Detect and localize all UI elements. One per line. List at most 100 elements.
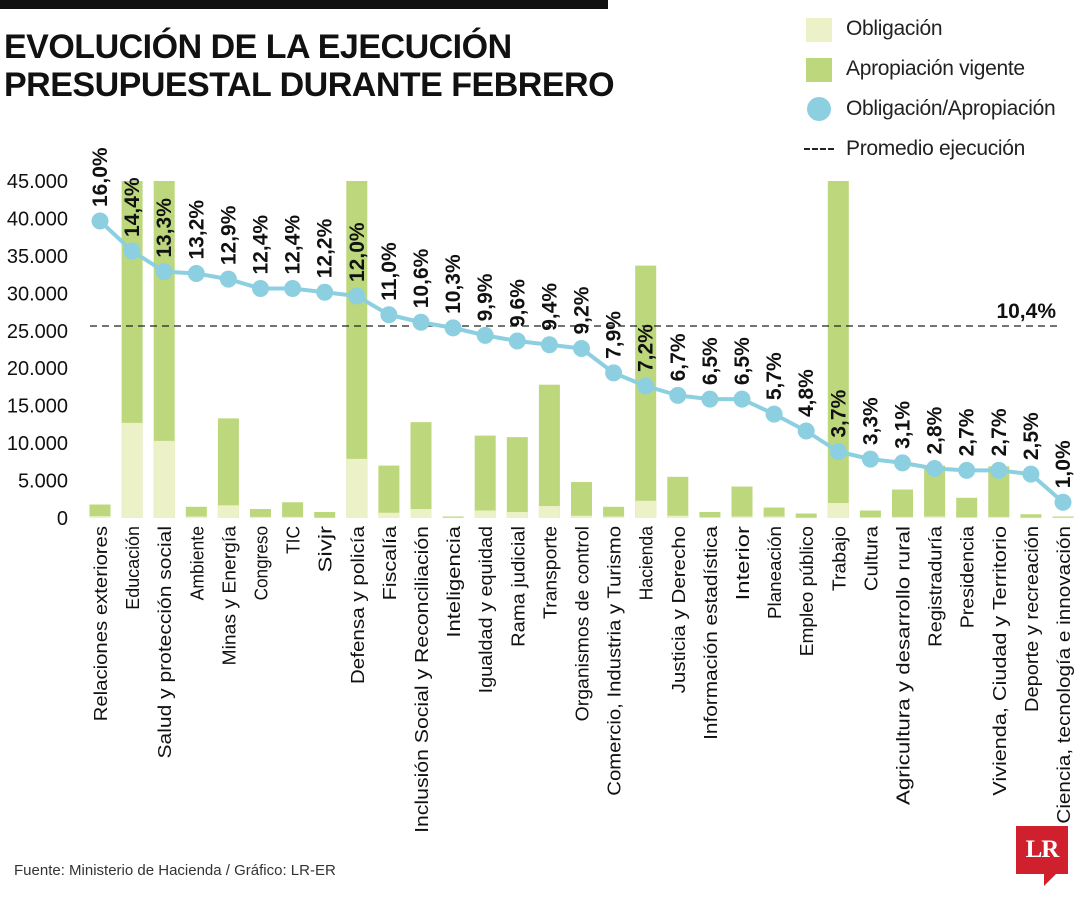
category-label: Organismos de control xyxy=(573,526,593,721)
bar-apropiacion xyxy=(924,465,946,518)
bar-apropiacion xyxy=(185,506,207,518)
bar-obligacion xyxy=(89,516,111,518)
bar-obligacion xyxy=(185,516,207,518)
chart-title: EVOLUCIÓN DE LA EJECUCIÓN PRESUPUESTAL D… xyxy=(4,28,615,104)
ratio-point xyxy=(380,306,398,324)
category-label: Minas y Energía xyxy=(219,525,239,666)
ratio-point xyxy=(637,377,655,395)
y-tick-label: 20.000 xyxy=(7,358,68,380)
category-label: Defensa y policía xyxy=(348,525,368,684)
bar-apropiacion xyxy=(442,516,464,518)
ratio-label: 9,6% xyxy=(506,279,529,327)
category-label: Hacienda xyxy=(637,525,657,600)
legend-item-ratio: Obligación/Apropiación xyxy=(800,94,1070,124)
bar-obligacion xyxy=(763,516,785,518)
y-tick-label: 5.000 xyxy=(18,471,68,493)
bar-apropiacion xyxy=(89,504,111,518)
ratio-point xyxy=(187,265,205,282)
bar-obligacion xyxy=(217,505,239,518)
ratio-point xyxy=(1022,465,1040,483)
category-label: Interior xyxy=(733,526,753,600)
category-label: Congreso xyxy=(252,526,272,600)
bar-apropiacion xyxy=(378,465,400,518)
ratio-label: 2,5% xyxy=(1020,412,1043,460)
bar-obligacion xyxy=(346,458,368,518)
legend-dash-promedio xyxy=(804,148,834,150)
ratio-label: 9,2% xyxy=(571,286,594,334)
top-rule xyxy=(0,0,608,9)
bar-obligacion xyxy=(153,440,175,518)
bar-obligacion xyxy=(506,512,528,518)
category-label: Presidencia xyxy=(958,525,978,628)
bar-obligacion xyxy=(795,517,817,519)
bar-apropiacion xyxy=(892,489,913,518)
ratio-label: 2,7% xyxy=(988,408,1011,456)
bar-obligacion xyxy=(988,516,1010,518)
bar-apropiacion xyxy=(571,482,592,518)
bar-apropiacion xyxy=(538,384,560,518)
bar-apropiacion xyxy=(346,181,368,518)
y-tick-label: 15.000 xyxy=(7,396,68,418)
category-label: Ambiente xyxy=(187,526,207,600)
category-label: Cultura xyxy=(861,525,881,591)
ratio-label: 5,7% xyxy=(763,352,786,400)
bar-obligacion xyxy=(121,422,143,518)
bar-apropiacion xyxy=(667,476,689,518)
legend-label-ratio: Obligación/Apropiación xyxy=(846,97,1056,120)
bar-obligacion xyxy=(699,517,721,518)
bar-apropiacion xyxy=(474,435,496,518)
legend-dot-ratio xyxy=(807,97,831,121)
category-label: Igualdad y equidad xyxy=(476,526,496,693)
lr-logo: LR xyxy=(1016,826,1068,874)
bar-apropiacion xyxy=(988,466,1010,518)
ratio-label: 6,7% xyxy=(667,333,690,381)
y-tick-label: 10.000 xyxy=(7,433,68,455)
ratio-point xyxy=(797,422,815,440)
category-label: Deporte y recreación xyxy=(1022,526,1042,712)
bar-obligacion xyxy=(603,516,625,518)
ratio-label: 12,2% xyxy=(314,218,337,278)
y-tick-label: 35.000 xyxy=(7,246,68,268)
ratio-label: 13,2% xyxy=(185,200,208,260)
category-label: Sivjr xyxy=(316,526,336,573)
category-label: Vivienda, Ciudad y Territorio xyxy=(990,526,1010,796)
bar-obligacion xyxy=(474,510,496,518)
ratio-point xyxy=(733,390,751,408)
ratio-label: 13,3% xyxy=(153,198,176,258)
bar-apropiacion xyxy=(1020,514,1042,518)
ratio-label: 10,3% xyxy=(442,254,465,314)
bar-apropiacion xyxy=(506,437,528,518)
ratio-point xyxy=(508,332,526,350)
y-tick-label: 30.000 xyxy=(7,283,68,305)
bar-obligacion xyxy=(1052,517,1074,519)
ratio-label: 10,6% xyxy=(410,248,433,308)
ratio-point xyxy=(252,280,269,297)
ratio-point xyxy=(412,313,430,331)
category-label: Inclusión Social y Reconciliación xyxy=(412,526,432,833)
legend-label-apropiacion: Apropiación vigente xyxy=(846,57,1025,80)
ratio-point xyxy=(1054,493,1072,511)
bar-obligacion xyxy=(442,517,464,519)
ratio-label: 7,9% xyxy=(603,311,626,359)
lr-logo-tail xyxy=(1044,872,1058,886)
legend-label-obligacion: Obligación xyxy=(846,17,943,40)
ratio-point xyxy=(990,461,1008,479)
ratio-line xyxy=(98,219,1065,504)
y-tick-label: 0 xyxy=(57,508,68,530)
ratio-point xyxy=(894,454,911,472)
ratio-label: 12,4% xyxy=(250,215,273,275)
ratio-label: 3,7% xyxy=(827,389,850,437)
category-label: Agricultura y desarrollo rural xyxy=(894,526,914,805)
chart-title-line-2: PRESUPUESTAL DURANTE FEBRERO xyxy=(4,66,615,104)
ratio-point xyxy=(155,263,173,281)
bar-obligacion xyxy=(538,506,560,518)
legend-item-obligacion: Obligación xyxy=(800,14,1070,44)
ratio-label: 11,0% xyxy=(378,242,401,301)
promedio-label: 10,4% xyxy=(996,300,1056,323)
ratio-point xyxy=(861,450,879,468)
ratio-point xyxy=(91,212,109,230)
y-tick-label: 40.000 xyxy=(7,208,68,230)
bar-obligacion xyxy=(250,516,271,518)
bar-obligacion xyxy=(892,516,913,518)
